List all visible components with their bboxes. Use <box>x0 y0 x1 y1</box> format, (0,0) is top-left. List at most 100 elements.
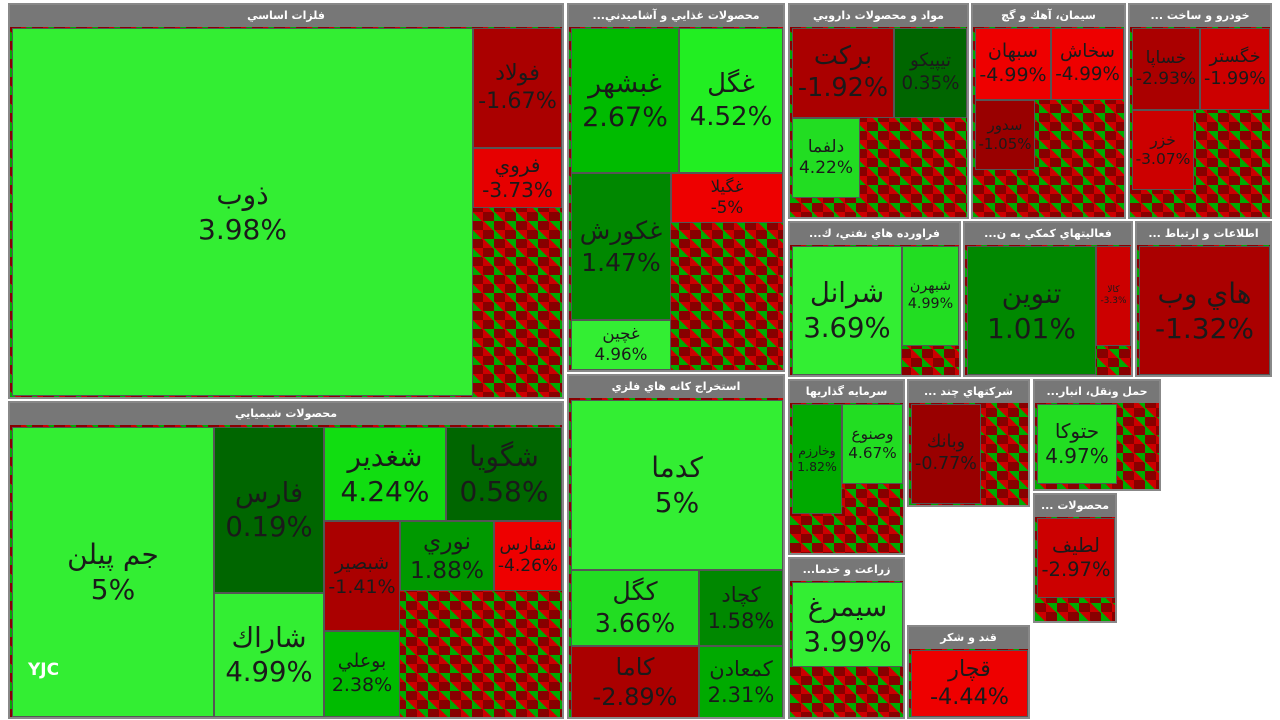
stock-tile: تيپيكو 0.35% <box>894 28 967 118</box>
sector: استخراج كانه هاي فلزي كدما 5% كگل 3.66% كچاد 1… <box>567 374 785 719</box>
stock-symbol: كگل <box>612 576 658 607</box>
stock-tile: شرانل 3.69% <box>792 246 902 375</box>
stock-tile: سبهان -4.99% <box>975 28 1051 100</box>
sector: قند و شكر قچار -4.44% <box>907 625 1030 719</box>
price-change: -3.3% <box>1100 296 1127 306</box>
price-change: 4.22% <box>798 158 853 178</box>
sector: اطلاعات و ارتباط ... هاي وب -1.32% <box>1135 221 1272 377</box>
price-change: -4.99% <box>1055 64 1120 85</box>
stock-symbol: كاما <box>615 653 655 681</box>
stock-tile: شاراك 4.99% <box>214 593 324 717</box>
stock-symbol: خساپا <box>1145 47 1187 68</box>
stock-tile: شغدير 4.24% <box>324 427 446 521</box>
stock-tile: خگستر -1.99% <box>1200 28 1270 110</box>
stock-tile: كالا -3.3% <box>1096 246 1131 346</box>
stock-symbol: نوري <box>422 526 472 555</box>
price-change: 1.88% <box>409 556 485 584</box>
stock-tile: ذوب 3.98% <box>12 28 473 396</box>
sector-title: سرمايه گذاريها <box>790 381 903 403</box>
stock-tile: شفارس -4.26% <box>494 521 562 591</box>
stock-symbol: شاراك <box>231 621 307 654</box>
stock-tile: وصنوع 4.67% <box>842 404 903 484</box>
sector-title: استخراج كانه هاي فلزي <box>569 376 783 398</box>
sector: سرمايه گذاريها وخارزم 1.82% وصنوع 4.67% <box>788 379 905 555</box>
price-change: -1.41% <box>328 576 396 598</box>
stock-tile: سدور -1.05% <box>975 100 1035 170</box>
stock-tile: جم پيلن 5% <box>12 427 214 717</box>
stock-tile: فولاد -1.67% <box>473 28 562 148</box>
price-change: 4.99% <box>225 656 313 688</box>
stock-symbol: فولاد <box>495 60 540 87</box>
stock-symbol: وبانك <box>926 432 966 453</box>
sector-title: محصولات شيميايي <box>10 403 562 425</box>
price-change: 3.99% <box>803 624 892 658</box>
stock-tile: تنوين 1.01% <box>967 246 1096 375</box>
sector-title: محصولات غذايي و آشاميدني... <box>569 5 783 27</box>
stock-symbol: غكورش <box>579 216 663 246</box>
stock-symbol: ذوب <box>216 178 269 211</box>
price-change: -1.92% <box>797 73 889 103</box>
stock-symbol: غگيلا <box>710 177 744 197</box>
stock-tile: قچار -4.44% <box>911 650 1028 717</box>
price-change: -1.67% <box>478 88 557 114</box>
price-change: -1.05% <box>978 135 1032 153</box>
stock-symbol: غبشهر <box>588 67 662 99</box>
stock-symbol: تنوين <box>1001 276 1062 310</box>
stock-symbol: هاي وب <box>1157 276 1252 310</box>
stock-tile: سيمرغ 3.99% <box>792 582 903 667</box>
stock-symbol: حتوكا <box>1054 419 1100 443</box>
price-change: 3.69% <box>803 311 891 344</box>
sector-title: سيمان، آهك و گچ <box>973 5 1124 27</box>
price-change: -5% <box>710 198 744 217</box>
sector: خودرو و ساخت ... خساپا -2.93% خگستر -1.99% خز… <box>1128 3 1272 219</box>
stock-symbol: فروي <box>494 153 541 177</box>
sector: سيمان، آهك و گچ سبهان -4.99% سخاش -4.99% سدور… <box>971 3 1126 219</box>
stock-symbol: سخاش <box>1060 41 1115 63</box>
stock-symbol: شرانل <box>809 277 885 310</box>
stock-tile: غچين 4.96% <box>571 320 671 370</box>
price-change: 4.97% <box>1045 444 1109 468</box>
stock-tile: هاي وب -1.32% <box>1139 246 1270 375</box>
stock-symbol: وخارزم <box>798 443 836 459</box>
stock-symbol: كالا <box>1107 284 1120 295</box>
stock-tile: شگويا 0.58% <box>446 427 562 521</box>
sector-title: مواد و محصولات دارويي <box>790 5 967 27</box>
sector: محصولات شيميايي جم پيلن 5% فارس 0.19% شاراك 4.… <box>8 401 564 719</box>
sector: محصولات ... لطيف -2.97% <box>1033 493 1117 623</box>
stock-symbol: كچاد <box>721 582 761 607</box>
stock-symbol: كمعادن <box>709 656 773 681</box>
stock-tile: بركت -1.92% <box>792 28 894 118</box>
stock-symbol: شبصير <box>334 552 390 575</box>
sector-title: شركتهاي چند ... <box>909 381 1028 403</box>
price-change: 1.58% <box>707 609 775 633</box>
stock-symbol: خزر <box>1150 130 1176 149</box>
stock-symbol: شغدير <box>347 440 423 473</box>
stock-tile: وخارزم 1.82% <box>792 404 842 514</box>
stock-symbol: وصنوع <box>851 424 894 443</box>
sector-title: محصولات ... <box>1035 495 1115 517</box>
stock-symbol: دلفما <box>807 136 845 157</box>
stock-symbol: سيمرغ <box>807 589 888 623</box>
price-change: 1.47% <box>581 247 661 277</box>
stock-tile: شبهرن 4.99% <box>902 246 959 346</box>
stock-tile: فارس 0.19% <box>214 427 324 593</box>
price-change: 2.67% <box>582 101 668 133</box>
stock-tile: كدما 5% <box>571 400 783 570</box>
stock-tile: خساپا -2.93% <box>1132 28 1200 110</box>
stock-symbol: سبهان <box>987 40 1039 63</box>
price-change: 1.82% <box>797 459 837 474</box>
stock-symbol: غگل <box>707 69 755 99</box>
price-change: -3.07% <box>1135 150 1191 168</box>
sector-title: اطلاعات و ارتباط ... <box>1137 223 1270 245</box>
stock-tile: غگيلا -5% <box>671 173 783 223</box>
sector: شركتهاي چند ... وبانك -0.77% <box>907 379 1030 507</box>
sector-title: فراورده هاي نفتي، ك... <box>790 223 959 245</box>
price-change: 4.67% <box>848 444 897 462</box>
stock-symbol: بركت <box>813 41 873 72</box>
price-change: 2.31% <box>707 683 775 707</box>
price-change: 2.38% <box>331 674 393 696</box>
sector: فراورده هاي نفتي، ك... شرانل 3.69% شبهرن 4.9… <box>788 221 961 377</box>
sector-title: فلزات اساسي <box>10 5 562 27</box>
price-change: 4.99% <box>907 296 954 312</box>
